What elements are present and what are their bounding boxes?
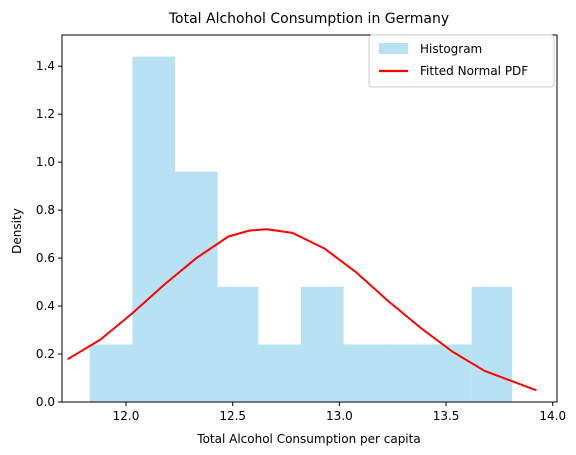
y-tick-label: 0.8 [36,203,55,217]
y-tick-label: 1.4 [36,59,55,73]
x-tick-label: 12.0 [113,409,140,423]
y-tick-label: 0.2 [36,347,55,361]
histogram-bar [258,344,301,402]
x-tick-label: 12.5 [219,409,246,423]
x-axis-label: Total Alcohol Consumption per capita [196,432,420,446]
y-tick-label: 0.4 [36,299,55,313]
histogram-bar [343,344,387,402]
y-tick-label: 1.0 [36,155,55,169]
histogram-bar [217,286,259,402]
chart-title: Total Alchohol Consumption in Germany [168,11,449,27]
fitted-normal-pdf-curve [67,228,537,392]
x-tick-label: 13.0 [326,409,353,423]
histogram-bar [428,344,472,402]
histogram-bar [132,56,176,403]
x-axis-ticks: 12.0 12.5 13.0 13.5 14.0 [113,402,566,423]
y-tick-label: 1.2 [36,107,55,121]
fitted-normal-pdf-line [67,228,537,392]
histogram-bar [89,344,133,402]
legend-label-fitted-normal-pdf: Fitted Normal PDF [420,64,528,78]
y-tick-label: 0.0 [36,395,55,409]
histogram-bar [300,286,344,402]
histogram-bar [471,286,513,402]
legend: Histogram Fitted Normal PDF [368,34,555,88]
y-tick-label: 0.6 [36,251,55,265]
y-axis-label: Density [10,208,24,254]
legend-box [368,34,555,88]
x-tick-label: 13.5 [433,409,460,423]
y-axis-ticks: 0.0 0.2 0.4 0.6 0.8 1.0 1.2 1.4 [36,59,62,409]
x-tick-label: 14.0 [539,409,566,423]
legend-swatch-histogram [379,43,408,54]
histogram-bar [175,171,218,402]
histogram-bars [89,56,513,403]
histogram-bar [386,344,429,402]
legend-label-histogram: Histogram [420,42,482,56]
plot-frame [61,34,558,403]
